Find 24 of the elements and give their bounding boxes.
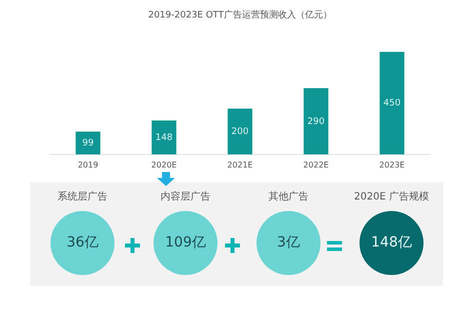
- data-label: 290: [307, 116, 325, 127]
- x-tick-label: 2019: [78, 160, 98, 170]
- x-tick-label: 2022E: [303, 160, 329, 170]
- category-label: 内容层广告: [160, 190, 210, 203]
- bar: [76, 132, 100, 154]
- bar: [304, 88, 328, 154]
- data-label: 148: [155, 132, 173, 143]
- bar: [228, 108, 252, 154]
- x-tick-label: 2023E: [379, 160, 405, 170]
- category-label: 其他广告: [268, 190, 308, 203]
- data-label: 99: [82, 138, 94, 148]
- text: 148亿: [371, 234, 412, 251]
- category-label: 2020E 广告规模: [354, 190, 429, 203]
- x-tick-label: 2021E: [227, 160, 253, 170]
- data-label: 200: [231, 127, 249, 138]
- category-label: 系统层广告: [58, 190, 108, 203]
- x-tick-label: 2020E: [151, 160, 177, 170]
- chart-title: 2019-2023E OTT广告运营预测收入（亿元）: [148, 10, 332, 21]
- bar: [380, 52, 404, 154]
- text: 109亿: [165, 234, 206, 251]
- bar: [152, 120, 176, 154]
- text: 3亿: [277, 234, 300, 251]
- data-label: 450: [383, 98, 401, 109]
- text: 36亿: [66, 234, 98, 251]
